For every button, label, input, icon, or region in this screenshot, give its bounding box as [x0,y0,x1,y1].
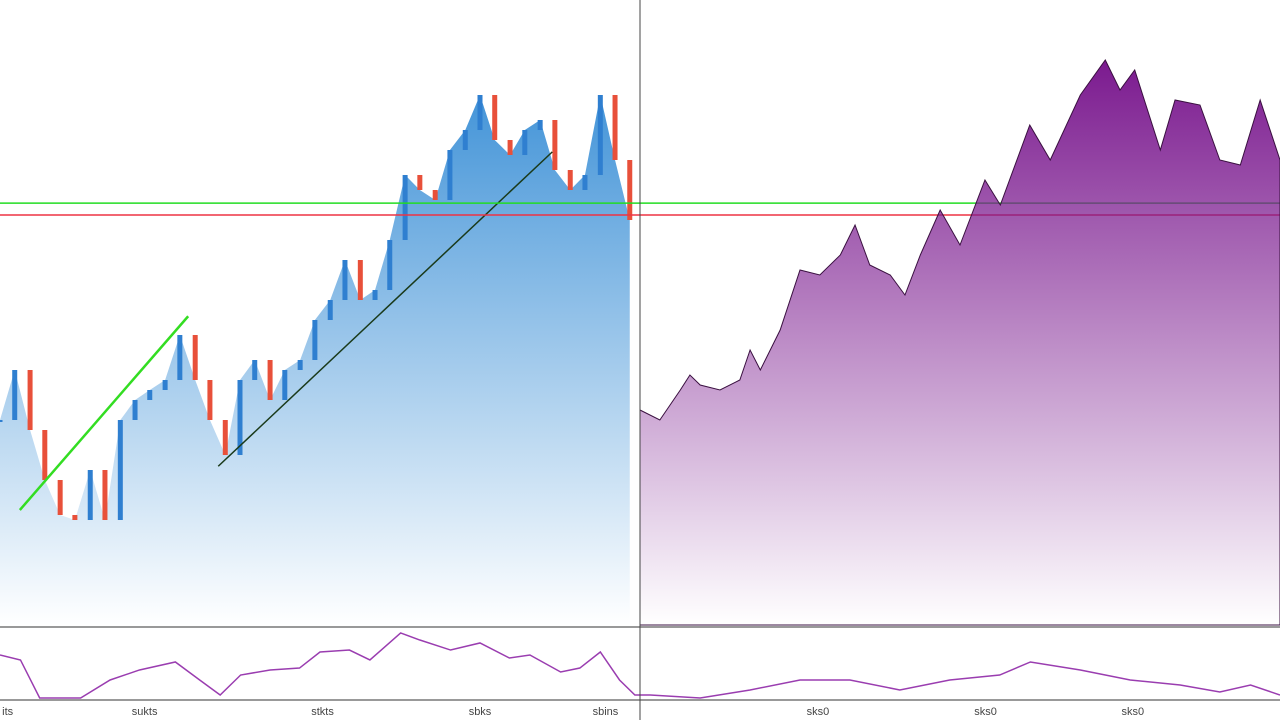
candle [447,150,453,200]
candle [477,95,483,130]
candle [252,360,258,380]
candle [357,260,363,300]
candle [102,470,108,520]
candle [87,470,93,520]
candle [387,240,393,290]
trend-line [217,151,553,467]
candle [117,420,123,520]
candle [222,420,228,455]
candle [597,95,603,175]
x-tick-label: sbks [469,706,492,718]
x-tick-label: sukts [132,706,158,718]
candle [192,335,198,380]
candle [282,370,288,400]
candle [72,515,78,520]
x-tick-label: sks0 [1121,706,1144,718]
candle [612,95,618,160]
candle [462,130,468,150]
trend-line [18,315,190,511]
x-tick-label: its [2,706,14,718]
x-tick-label: stkts [311,706,334,718]
candle [132,400,138,420]
candle [57,480,63,515]
area [639,59,1280,626]
candle [162,380,168,390]
candle [0,420,3,422]
candle [312,320,318,360]
candle [567,170,573,190]
candle [297,360,303,370]
x-tick-label: sbins [593,706,619,718]
candle [552,120,558,170]
candle [267,360,273,400]
candle [372,290,378,300]
candle [237,380,243,455]
x-tick-label: sks0 [974,706,997,718]
candle [402,175,408,240]
candle [537,120,543,130]
candle [27,370,33,430]
candle [207,380,213,420]
candle [327,300,333,320]
candle [417,175,423,190]
oscillator-line [0,632,1280,699]
x-tick-label: sks0 [807,706,830,718]
candle [342,260,348,300]
candle [522,130,528,155]
candle [147,390,153,400]
candle [177,335,183,380]
candle [492,95,498,140]
candle [582,175,588,190]
plot-layer [0,59,1280,699]
candle [12,370,18,420]
candle [627,160,633,220]
candle [42,430,48,480]
candle [507,140,513,155]
candle [432,190,438,200]
